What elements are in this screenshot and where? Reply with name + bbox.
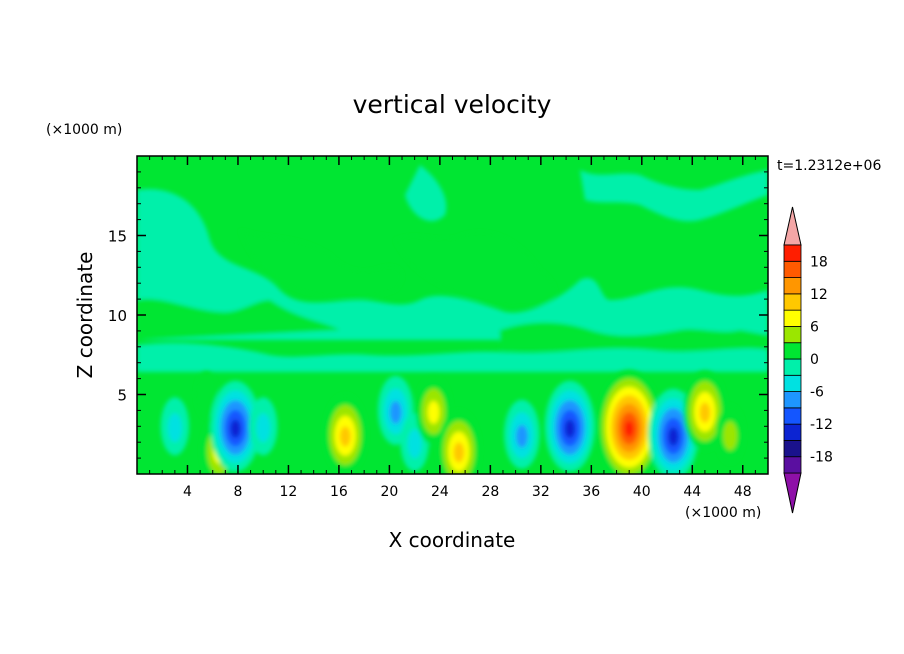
anomaly-blobs xyxy=(160,369,745,474)
colorbar-segment xyxy=(783,293,802,311)
colorbar-tick-label: 0 xyxy=(810,352,819,368)
colorbar-segment xyxy=(783,407,802,425)
colorbar-segment xyxy=(783,423,802,441)
colorbar-tick-label: 12 xyxy=(810,287,828,303)
colorbar-tick-label: -6 xyxy=(810,385,824,401)
x-tick-label: 24 xyxy=(431,484,449,500)
field-contour-15-4 xyxy=(699,402,711,423)
field-contour-8-2 xyxy=(407,429,422,459)
x-tick-label: 16 xyxy=(330,484,348,500)
colorbar-segment xyxy=(783,244,802,262)
x-tick-label: 28 xyxy=(481,484,499,500)
y-axis-ticks: 5 10 15 xyxy=(108,171,768,459)
field-contour-10-4 xyxy=(453,442,465,463)
colorbar-segment xyxy=(783,260,802,278)
field-contour-1-2 xyxy=(167,413,182,443)
x-unit-label: (×1000 m) xyxy=(685,505,761,521)
field-contour-16-2 xyxy=(723,421,738,451)
y-axis-label: Z coordinate xyxy=(73,252,97,379)
colorbar-tick-label: 18 xyxy=(810,254,828,270)
field-contour-14-5 xyxy=(668,427,679,446)
colorbar-segment xyxy=(783,456,802,474)
x-tick-label: 4 xyxy=(183,484,192,500)
colorbar-over-arrow xyxy=(783,206,802,246)
x-tick-label: 12 xyxy=(280,484,298,500)
colorbar-segment xyxy=(783,342,802,360)
x-tick-label: 40 xyxy=(633,484,651,500)
time-label: t=1.2312e+06 xyxy=(777,158,881,174)
chart-title: vertical velocity xyxy=(353,90,552,119)
upper-texture xyxy=(137,165,768,372)
colorbar-segment xyxy=(783,440,802,458)
colorbar-segment xyxy=(783,391,802,409)
field-contour-5-2 xyxy=(256,413,271,443)
x-tick-label: 48 xyxy=(734,484,752,500)
x-tick-label: 36 xyxy=(582,484,600,500)
colorbar-segment xyxy=(783,374,802,392)
field-contour-12-5 xyxy=(564,419,575,438)
x-tick-label: 8 xyxy=(233,484,242,500)
field-contour-6-4 xyxy=(339,426,351,447)
colorbar-tick-label: -18 xyxy=(810,450,833,466)
x-tick-label: 32 xyxy=(532,484,550,500)
velocity-field xyxy=(137,156,768,474)
y-tick-label: 5 xyxy=(117,387,127,405)
field-contour-11-3 xyxy=(515,424,528,448)
field-contour-9-3 xyxy=(427,400,440,424)
colorbar-segment xyxy=(783,326,802,344)
x-axis-ticks: 4 8 12 16 20 24 28 32 36 40 44 48 xyxy=(149,156,756,500)
colorbar-tick-label: 6 xyxy=(810,319,819,335)
y-unit-label: (×1000 m) xyxy=(46,122,122,138)
x-tick-label: 20 xyxy=(380,484,398,500)
colorbar-tick-label: -12 xyxy=(810,417,833,433)
colorbar-segment xyxy=(783,309,802,327)
field-contour-13-7 xyxy=(624,420,634,437)
x-axis-label: X coordinate xyxy=(389,528,516,552)
colorbar-segment xyxy=(783,277,802,295)
colorbar-segment xyxy=(783,358,802,376)
x-tick-label: 44 xyxy=(683,484,701,500)
field-contour-2-1 xyxy=(195,371,218,418)
field-contour-4-5 xyxy=(230,419,241,438)
y-tick-label: 15 xyxy=(108,228,127,246)
colorbar: 18 12 6 0 -6 -12 -18 xyxy=(783,206,833,514)
field-contour-7-3 xyxy=(389,400,402,424)
y-tick-label: 10 xyxy=(108,307,127,325)
colorbar-under-arrow xyxy=(783,472,802,514)
